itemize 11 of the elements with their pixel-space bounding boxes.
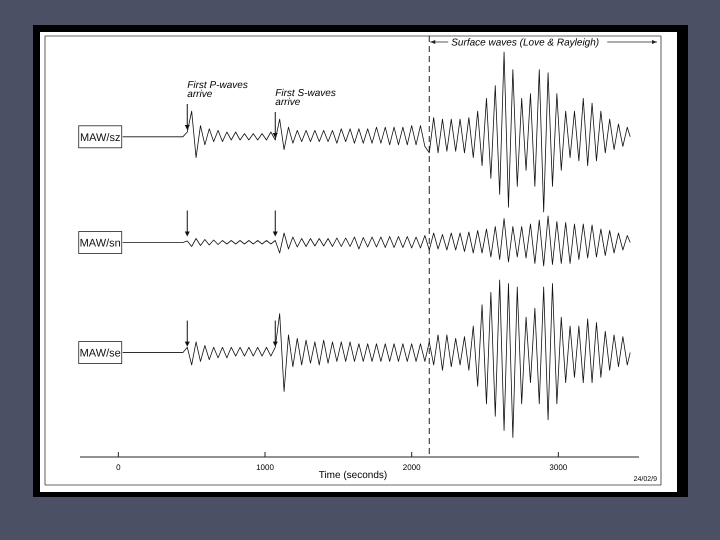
annotation: First S-waves arrive [275, 88, 336, 108]
x-tick-label: 3000 [549, 463, 568, 472]
series-label: MAW/se [80, 348, 121, 360]
x-axis-title: Time (seconds) [318, 470, 388, 481]
x-tick-label: 0 [116, 463, 122, 472]
x-tick-label: 2000 [402, 463, 422, 472]
x-tick-label: 1000 [256, 463, 274, 472]
series-label: MAW/sz [80, 132, 120, 144]
series-label: MAW/sn [80, 238, 121, 250]
ref-line-label: Surface waves (Love & Rayleigh) [451, 38, 600, 48]
annotation: First P-waves arrive [187, 80, 248, 100]
